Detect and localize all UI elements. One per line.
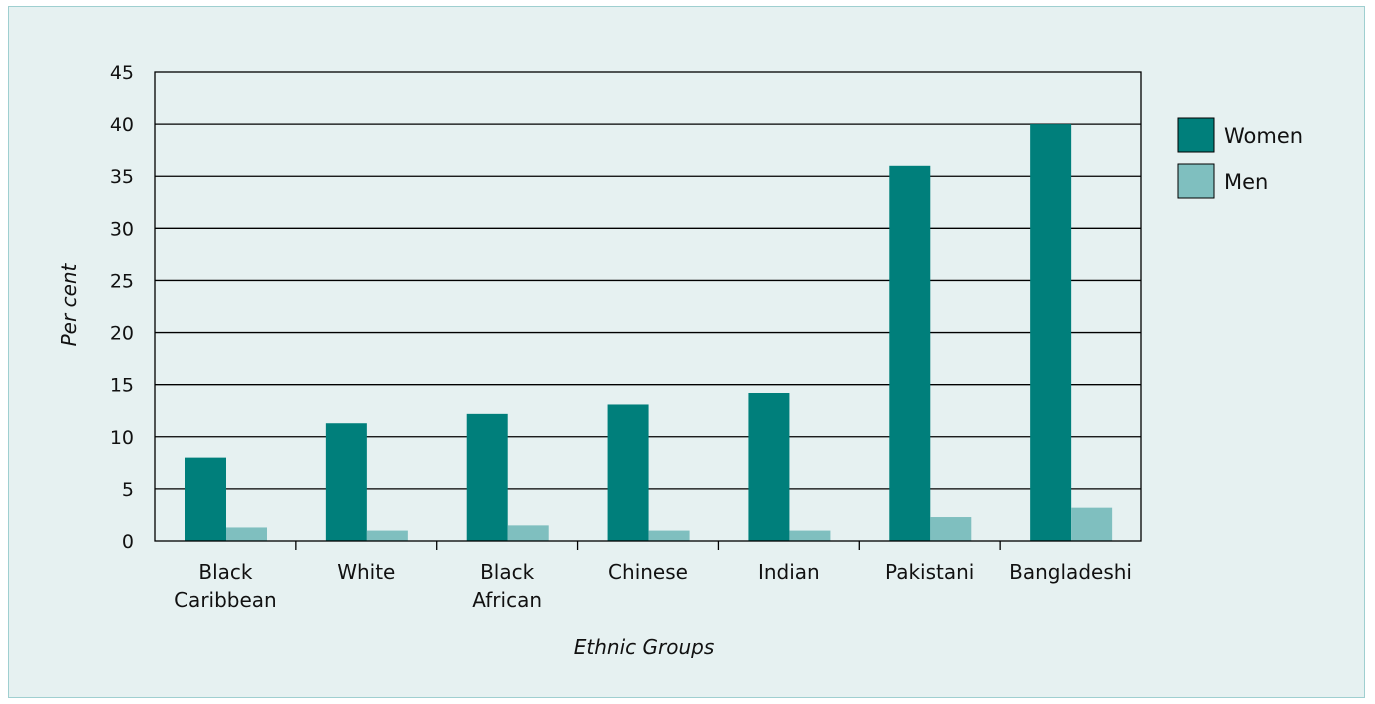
legend-label-men: Men (1224, 170, 1268, 194)
y-tick-label: 35 (110, 166, 134, 188)
plot-frame (154, 71, 1142, 542)
x-tick-label: Black African (472, 560, 542, 612)
legend-swatch-men (1177, 163, 1215, 199)
x-axis-label: Ethnic Groups (574, 635, 715, 659)
axes (154, 71, 1142, 550)
y-tick-label: 5 (122, 479, 134, 501)
bar-men (789, 530, 831, 541)
bars (185, 124, 1113, 542)
x-tick-label: White (337, 560, 395, 584)
legend-label-women: Women (1224, 124, 1303, 148)
y-tick-label: 40 (110, 114, 134, 136)
y-tick-label: 0 (122, 531, 134, 553)
y-tick-labels: 0 5 10 15 20 25 30 35 40 45 (110, 62, 134, 553)
chart-panel (8, 6, 1365, 698)
bar-men (930, 517, 972, 541)
y-axis-label: Per cent (57, 262, 81, 346)
legend-swatch-women (1177, 117, 1215, 153)
bar-men (507, 525, 549, 541)
y-tick-label: 20 (110, 323, 134, 345)
bar-women (185, 457, 226, 541)
bar-women (889, 165, 931, 542)
bar-men (366, 530, 408, 541)
bar-men (1071, 507, 1113, 541)
x-tick-label: Pakistani (885, 560, 974, 584)
y-tick-label: 15 (110, 375, 134, 397)
x-tick-labels: Black Caribbean White Black African Chinese In… (174, 560, 1132, 612)
y-tick-label: 10 (110, 427, 134, 449)
y-tick-label: 30 (110, 218, 134, 240)
y-tick-label: 25 (110, 270, 134, 292)
bar-women (607, 404, 649, 541)
bar-men (226, 527, 267, 541)
x-tick-label: Bangladeshi (1009, 560, 1132, 584)
y-tick-label: 45 (110, 62, 134, 84)
bar-women (325, 423, 367, 541)
bar-women (1030, 124, 1072, 541)
bar-women (748, 393, 790, 541)
x-tick-label: Indian (758, 560, 820, 584)
x-tick-label: Chinese (608, 560, 688, 584)
gridlines (155, 123, 1141, 490)
legend: Women Men (1177, 117, 1303, 199)
x-tick-label: Black Caribbean (174, 560, 277, 612)
bar-men (648, 530, 690, 541)
bar-women (466, 413, 508, 541)
